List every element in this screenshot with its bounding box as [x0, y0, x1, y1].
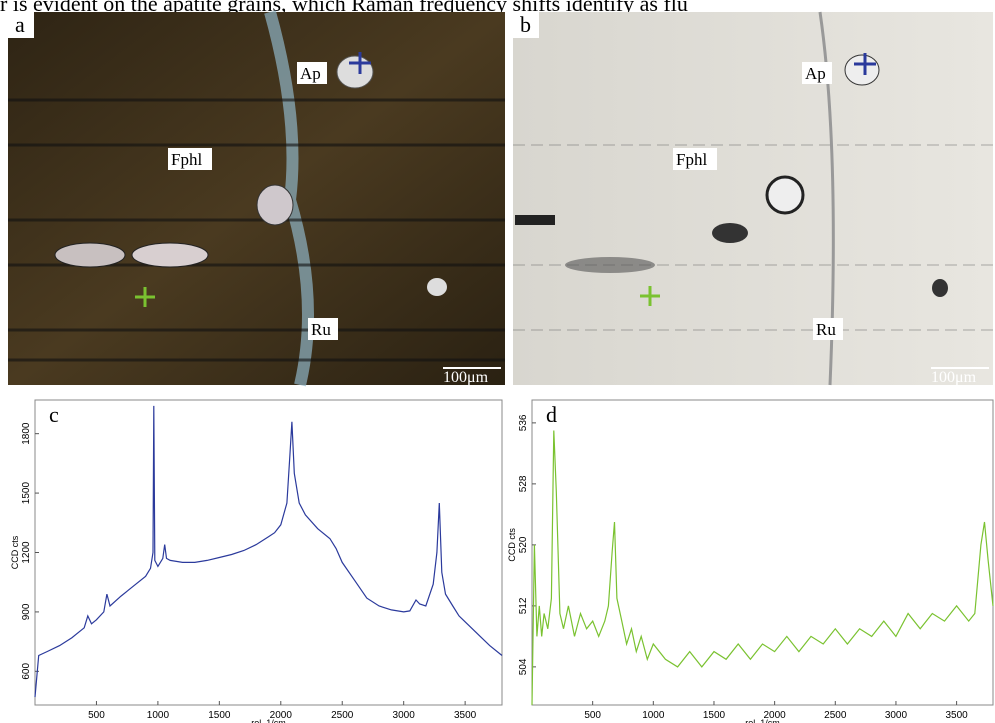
y-tick-label: 1200 — [21, 541, 32, 564]
micrograph-b-bg — [513, 12, 993, 385]
annotation: Ru — [311, 320, 331, 339]
x-tick-label: 1500 — [208, 710, 231, 721]
x-tick-label: 500 — [584, 710, 601, 721]
annotation: Ap — [805, 64, 826, 83]
annotation: Ru — [816, 320, 836, 339]
x-tick-label: 1500 — [703, 710, 726, 721]
x-tick-label: 3000 — [393, 710, 416, 721]
x-tick-label: 3000 — [885, 710, 908, 721]
x-axis-label: rel. 1/cm — [745, 718, 780, 723]
annotation: Fphl — [171, 150, 202, 169]
annotation: Fphl — [676, 150, 707, 169]
spectrum-line — [35, 406, 502, 697]
x-tick-label: 3500 — [945, 710, 968, 721]
x-tick-label: 1000 — [642, 710, 665, 721]
y-tick-label: 504 — [518, 658, 529, 675]
y-axis-label: CCD cts — [507, 528, 517, 562]
panel-label: c — [49, 402, 59, 427]
y-tick-label: 1500 — [21, 482, 32, 505]
x-tick-label: 3500 — [454, 710, 477, 721]
scale-bar-label: 100μm — [931, 369, 977, 386]
micrograph-a-bg — [8, 12, 505, 385]
page: {"caption_fragment": "r is evident on th… — [0, 0, 995, 723]
y-tick-label: 900 — [21, 603, 32, 620]
spectrum-line — [532, 431, 993, 706]
x-tick-label: 500 — [88, 710, 105, 721]
panel-label: a — [15, 12, 25, 37]
annotation: Ap — [300, 64, 321, 83]
y-tick-label: 600 — [21, 663, 32, 680]
x-axis-label: rel. 1/cm — [251, 718, 286, 723]
x-tick-label: 2500 — [331, 710, 354, 721]
y-tick-label: 512 — [518, 597, 529, 614]
y-axis-label: CCD cts — [10, 535, 20, 569]
y-tick-label: 520 — [518, 536, 529, 553]
x-tick-label: 2500 — [824, 710, 847, 721]
y-tick-label: 536 — [518, 414, 529, 431]
plot-frame — [532, 400, 993, 705]
panel-label: b — [520, 12, 531, 37]
y-tick-label: 1800 — [21, 422, 32, 445]
scale-bar-label: 100μm — [443, 369, 489, 386]
figure: a Ap Fphl Ru 100μm b Ap Fphl Ru 100μm 500 1000 1500 2… — [0, 0, 995, 723]
plot-frame — [35, 400, 502, 705]
y-tick-label: 528 — [518, 475, 529, 492]
panel-label: d — [546, 402, 557, 427]
x-tick-label: 1000 — [147, 710, 170, 721]
